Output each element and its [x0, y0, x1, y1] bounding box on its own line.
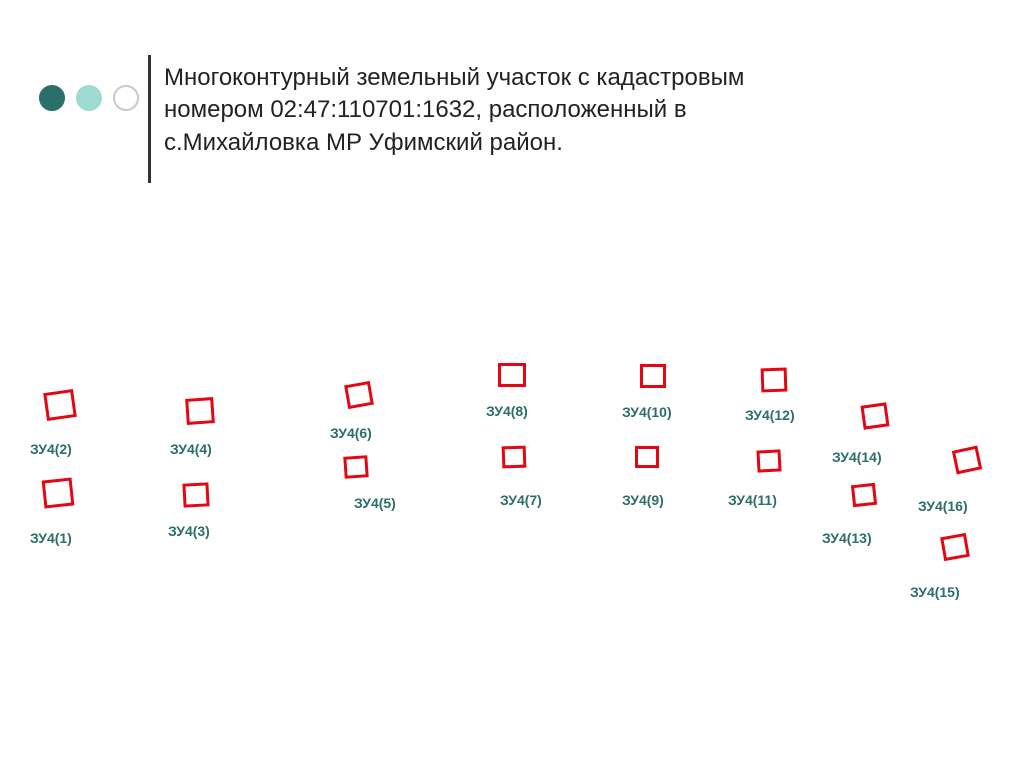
- parcel-box-13: [851, 483, 877, 507]
- parcel-label-10: ЗУ4(10): [622, 404, 672, 420]
- parcel-box-15: [940, 533, 970, 561]
- slide-canvas: Многоконтурный земельный участок с кадас…: [0, 0, 1024, 767]
- parcel-label-15: ЗУ4(15): [910, 584, 960, 600]
- parcel-label-3: ЗУ4(3): [168, 523, 210, 539]
- parcel-label-8: ЗУ4(8): [486, 403, 528, 419]
- title-divider: [148, 55, 151, 183]
- parcel-box-11: [756, 449, 781, 472]
- parcel-label-9: ЗУ4(9): [622, 492, 664, 508]
- decor-bullet-1: [39, 85, 65, 111]
- parcel-label-12: ЗУ4(12): [745, 407, 795, 423]
- parcel-label-16: ЗУ4(16): [918, 498, 968, 514]
- parcel-label-5: ЗУ4(5): [354, 495, 396, 511]
- parcel-box-3: [182, 482, 209, 507]
- parcel-box-8: [498, 363, 526, 387]
- parcel-label-6: ЗУ4(6): [330, 425, 372, 441]
- parcel-label-13: ЗУ4(13): [822, 530, 872, 546]
- parcel-box-6: [344, 381, 374, 409]
- slide-title: Многоконтурный земельный участок с кадас…: [164, 62, 804, 159]
- parcel-box-7: [502, 446, 527, 469]
- parcel-box-9: [635, 446, 659, 468]
- parcel-box-14: [860, 402, 889, 429]
- parcel-box-16: [952, 446, 982, 475]
- parcel-label-7: ЗУ4(7): [500, 492, 542, 508]
- parcel-label-1: ЗУ4(1): [30, 530, 72, 546]
- parcel-box-1: [42, 478, 75, 509]
- decor-bullet-2: [76, 85, 102, 111]
- parcel-box-12: [761, 368, 788, 393]
- parcel-box-10: [640, 364, 666, 388]
- parcel-box-5: [343, 455, 368, 479]
- parcel-label-14: ЗУ4(14): [832, 449, 882, 465]
- parcel-label-4: ЗУ4(4): [170, 441, 212, 457]
- parcel-box-2: [43, 389, 77, 421]
- parcel-label-2: ЗУ4(2): [30, 441, 72, 457]
- decor-bullet-3: [113, 85, 139, 111]
- parcel-box-4: [185, 397, 215, 425]
- parcel-label-11: ЗУ4(11): [728, 492, 777, 508]
